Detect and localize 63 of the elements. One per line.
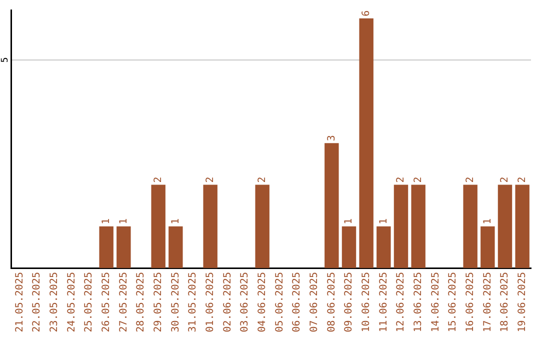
data-label: 2: [204, 176, 216, 183]
bar: [376, 226, 391, 268]
bar: [498, 184, 512, 268]
data-label: 2: [396, 176, 407, 183]
bar: [359, 18, 374, 268]
x-tick-label: 27.05.2025: [118, 272, 130, 332]
bar: [255, 184, 270, 268]
x-tick-label: 04.06.2025: [256, 272, 268, 332]
data-label: 1: [100, 218, 112, 224]
data-label: 1: [118, 218, 130, 224]
bar: [203, 184, 218, 268]
data-label: 3: [326, 135, 338, 142]
x-tick-label: 15.06.2025: [448, 272, 459, 332]
x-tick-label: 25.05.2025: [84, 272, 95, 332]
bar: [394, 184, 408, 268]
x-tick-label: 16.06.2025: [464, 272, 476, 332]
x-tick-label: 11.06.2025: [378, 272, 390, 332]
x-tick-label: 17.06.2025: [482, 272, 494, 332]
x-tick-label: 02.06.2025: [222, 272, 234, 332]
bar: [342, 226, 356, 268]
x-tick-label: 24.05.2025: [66, 272, 78, 332]
x-tick-label: 21.05.2025: [14, 272, 26, 332]
x-tick-label: 18.06.2025: [500, 272, 511, 332]
x-tick-label: 08.06.2025: [326, 272, 338, 332]
data-label: 2: [464, 176, 476, 183]
bar: [463, 184, 478, 268]
data-label: 2: [500, 176, 511, 183]
data-label: 1: [170, 218, 182, 224]
x-tick-label: 13.06.2025: [412, 272, 424, 332]
x-tick-label: 03.06.2025: [240, 272, 251, 332]
x-tick-label: 19.06.2025: [516, 272, 528, 332]
x-tick-label: 22.05.2025: [32, 272, 43, 332]
x-tick-label: 30.05.2025: [170, 272, 182, 332]
data-label: 2: [516, 176, 528, 183]
bar: [168, 226, 183, 268]
x-tick-label: 09.06.2025: [344, 272, 355, 332]
x-tick-label: 05.06.2025: [274, 272, 286, 332]
x-tick-label: 10.06.2025: [360, 272, 372, 332]
bar: [480, 226, 495, 268]
x-tick-label: 07.06.2025: [308, 272, 320, 332]
bar: [411, 184, 426, 268]
x-tick-label: 23.05.2025: [48, 272, 60, 332]
x-tick-label: 12.06.2025: [396, 272, 407, 332]
data-label: 1: [378, 218, 390, 224]
x-tick-label: 31.05.2025: [188, 272, 199, 332]
data-label: 2: [256, 176, 268, 183]
x-tick-label: 14.06.2025: [430, 272, 442, 332]
x-tick-label: 28.05.2025: [136, 272, 147, 332]
bar: [515, 184, 530, 268]
data-label: 2: [412, 176, 424, 183]
data-label: 1: [344, 218, 355, 224]
x-tick-label: 29.05.2025: [152, 272, 164, 332]
bar: [116, 226, 131, 268]
y-tick-label: 5: [0, 57, 10, 63]
bar: [151, 184, 166, 268]
data-label: 6: [360, 10, 372, 16]
x-tick-label: 06.06.2025: [292, 272, 303, 332]
bar: [99, 226, 114, 268]
data-label: 1: [482, 218, 494, 224]
data-label: 2: [152, 176, 164, 183]
bar: [324, 143, 339, 268]
x-tick-label: 01.06.2025: [204, 272, 216, 332]
x-tick-label: 26.05.2025: [100, 272, 112, 332]
